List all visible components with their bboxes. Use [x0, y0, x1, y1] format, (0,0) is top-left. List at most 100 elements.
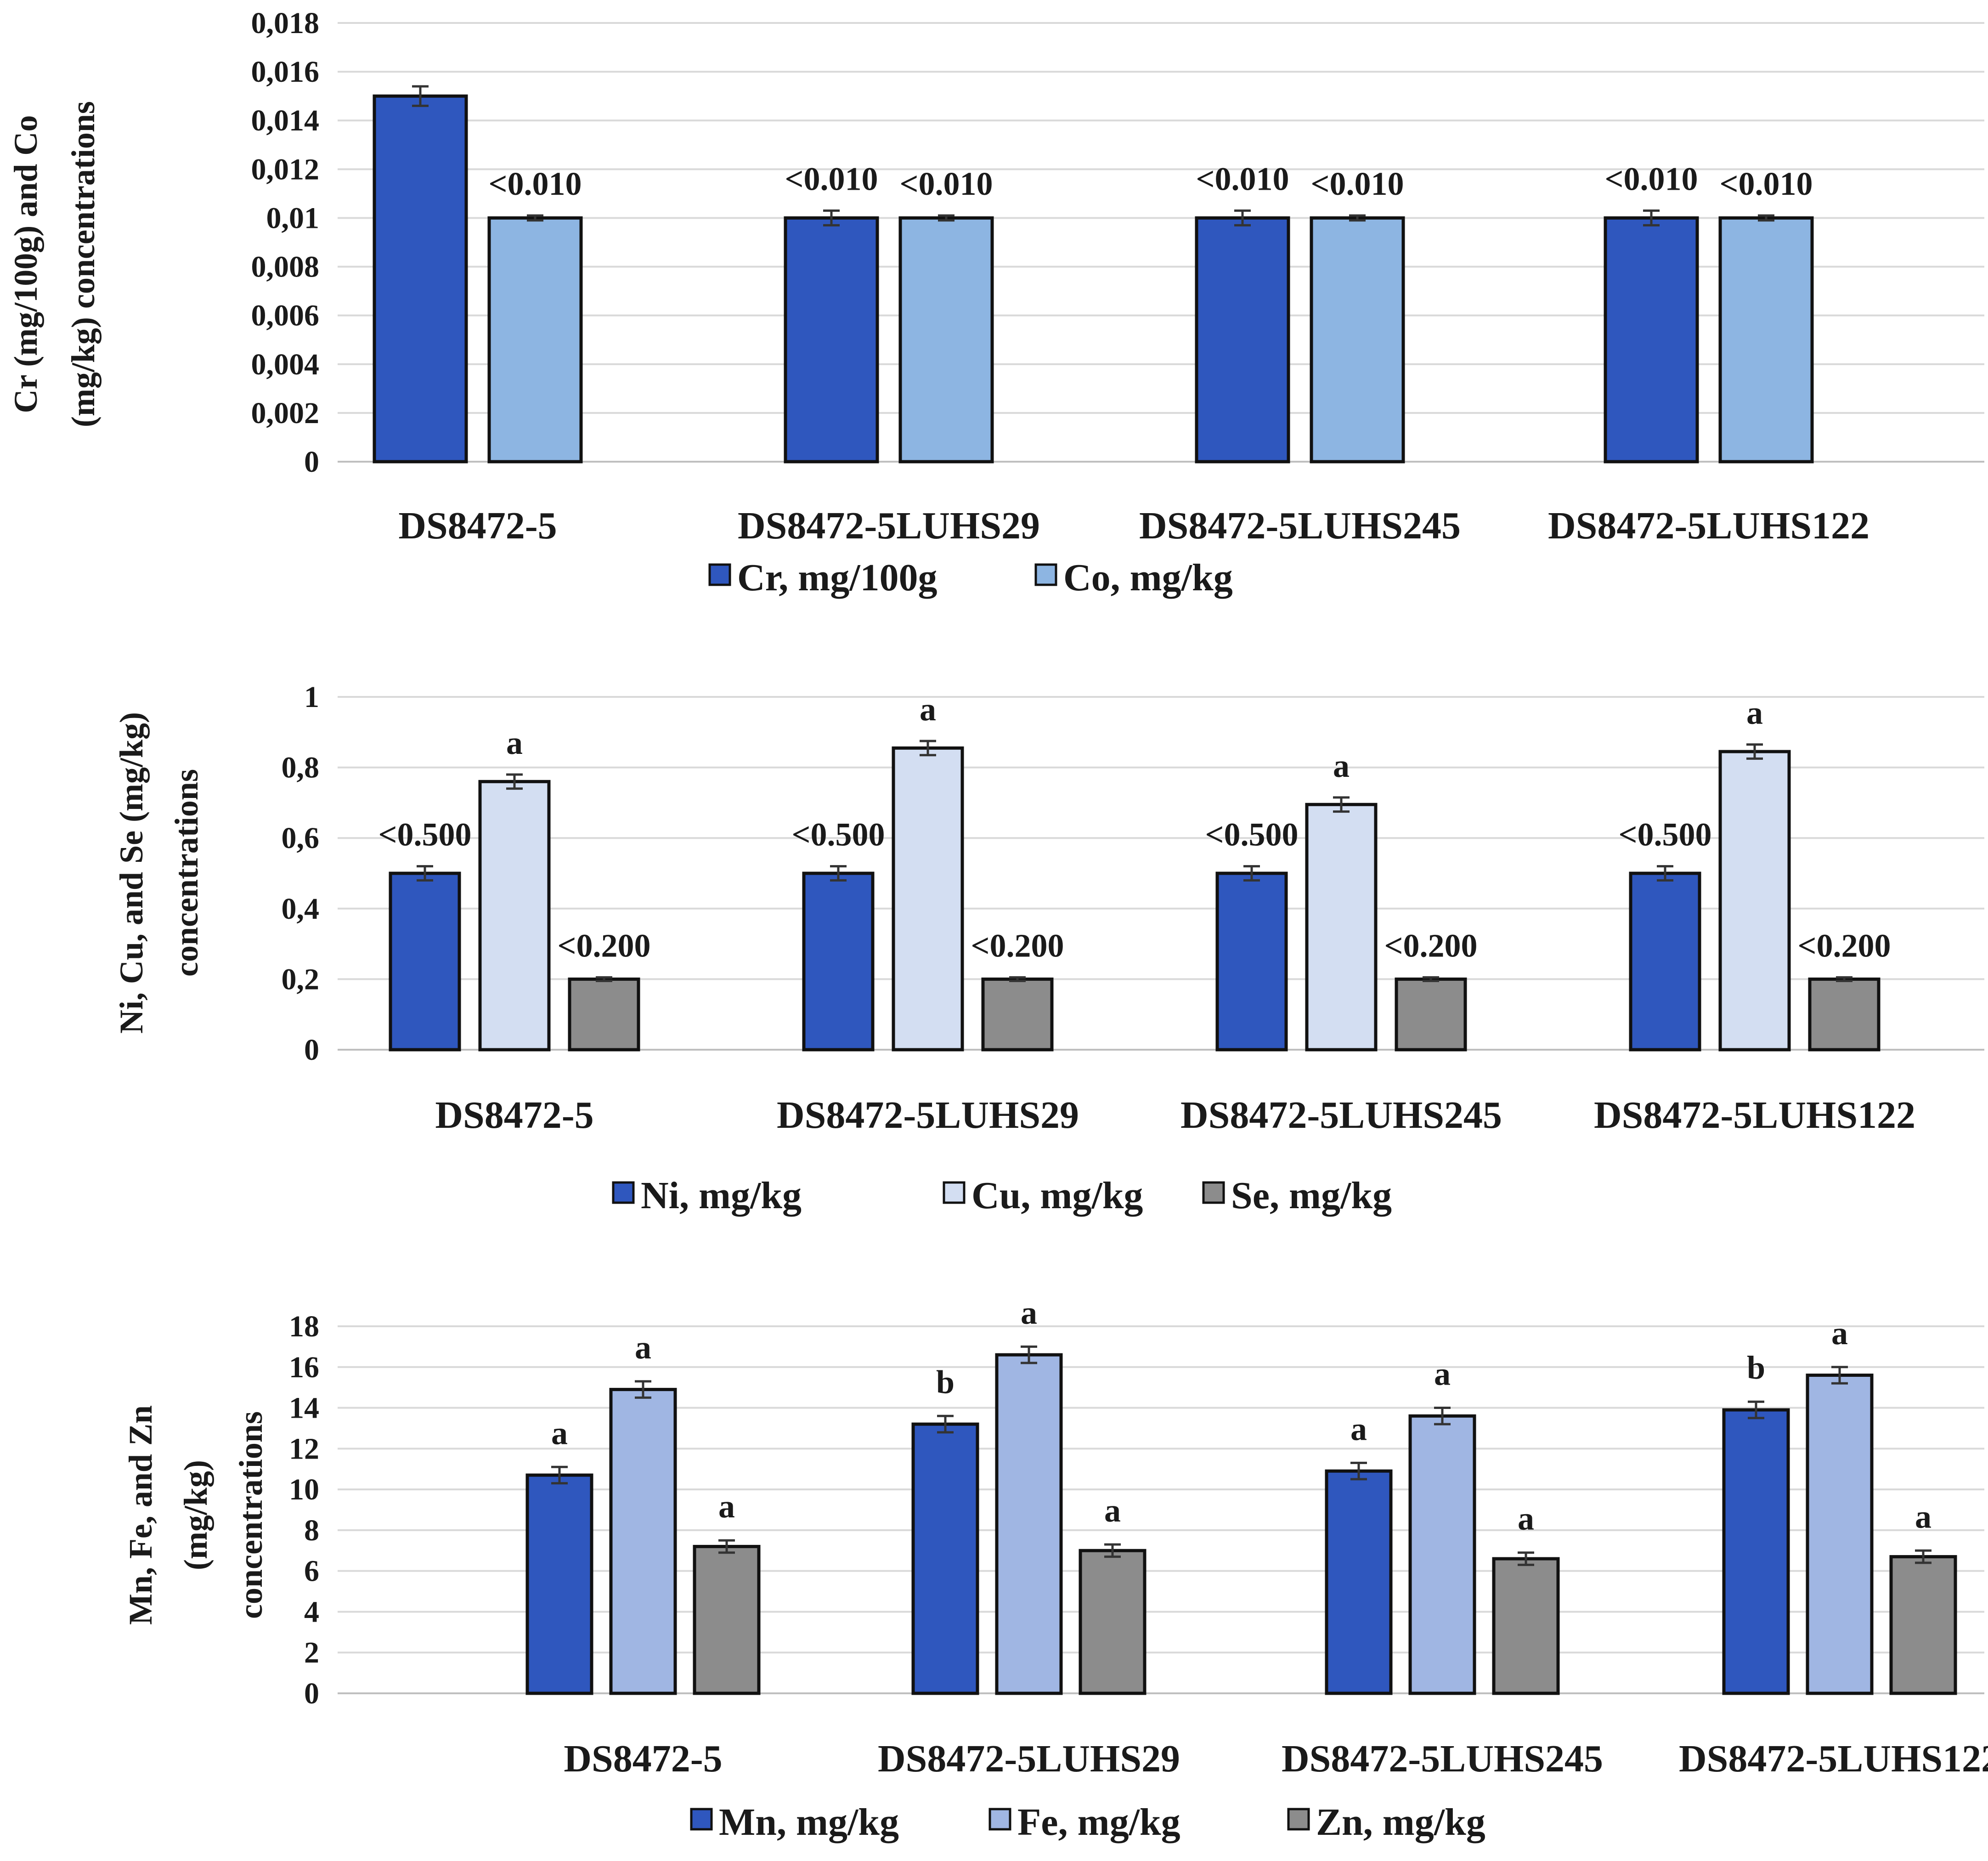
x-tick-label: DS8472-5LUHS245	[1180, 1094, 1502, 1137]
data-label: a	[920, 691, 936, 728]
y-tick-label: 0	[304, 1033, 319, 1067]
legend-swatch	[1287, 1808, 1310, 1831]
data-label: <0.010	[1719, 165, 1813, 202]
y-tick-label: 0,008	[251, 250, 320, 284]
x-tick-label: DS8472-5	[398, 504, 557, 547]
legend-label: Ni, mg/kg	[641, 1174, 802, 1217]
data-label: a	[635, 1329, 651, 1366]
bar	[389, 871, 461, 1052]
data-label: <0.010	[1604, 161, 1698, 198]
legend-label: Co, mg/kg	[1063, 556, 1233, 599]
data-label: a	[1350, 1410, 1367, 1447]
data-label: a	[1518, 1500, 1534, 1537]
bar	[1718, 216, 1814, 464]
x-tick-label: DS8472-5LUHS29	[878, 1737, 1180, 1780]
legend-label: Se, mg/kg	[1231, 1174, 1392, 1217]
legend-swatch	[943, 1181, 966, 1204]
bar	[1408, 1414, 1476, 1695]
y-axis-label: (mg/kg)	[177, 1460, 214, 1570]
y-tick-label: 0,018	[251, 6, 320, 40]
data-label: a	[1434, 1356, 1451, 1392]
data-label: a	[1746, 695, 1763, 731]
data-label: a	[506, 724, 523, 761]
legend-swatch	[690, 1808, 713, 1831]
y-tick-label: 4	[304, 1595, 319, 1629]
bar	[1215, 871, 1288, 1052]
data-label: a	[1333, 747, 1350, 784]
y-tick-label: 0,2	[282, 962, 320, 996]
y-tick-label: 10	[289, 1473, 319, 1506]
y-tick-label: 1	[304, 680, 319, 714]
data-label: a	[1104, 1492, 1121, 1529]
data-label: <0.010	[1196, 161, 1289, 198]
legend-label: Cr, mg/100g	[737, 556, 938, 599]
x-tick-label: DS8472-5LUHS245	[1282, 1737, 1603, 1780]
y-tick-label: 0,002	[251, 396, 320, 430]
y-tick-label: 16	[289, 1351, 319, 1384]
bar	[373, 94, 468, 464]
bar	[1808, 977, 1881, 1052]
y-tick-label: 0,4	[282, 892, 320, 926]
data-label: <0.200	[1384, 928, 1477, 964]
bar	[1629, 871, 1701, 1052]
bar	[1079, 1549, 1146, 1695]
data-label: <0.010	[785, 161, 878, 198]
bar	[478, 780, 551, 1052]
y-tick-label: 6	[304, 1555, 319, 1588]
data-label: <0.500	[1205, 816, 1298, 853]
data-label: a	[551, 1414, 568, 1451]
y-axis-label: Mn, Fe, and Zn	[122, 1405, 159, 1625]
legend-label: Fe, mg/kg	[1017, 1801, 1180, 1844]
y-tick-label: 0,8	[282, 751, 320, 785]
bar	[1305, 803, 1378, 1052]
y-tick-label: 2	[304, 1636, 319, 1669]
y-tick-label: 0,01	[266, 201, 320, 235]
y-tick-label: 0,016	[251, 55, 320, 89]
y-tick-label: 0	[304, 445, 319, 479]
chart-cr-co: 0 0,002 0,004 0,006 0,008 0,01 0,012 0,014 0,016…	[7, 6, 1984, 599]
y-axis-label: (mg/kg) concentrations	[65, 101, 102, 427]
bar	[693, 1544, 761, 1695]
x-tick-label: DS8472-5LUHS245	[1139, 504, 1461, 547]
y-tick-label: 0,004	[251, 348, 320, 381]
y-axis-label: Cr (mg/100g) and Co	[7, 115, 44, 413]
y-tick-label: 8	[304, 1514, 319, 1547]
bar	[1195, 216, 1290, 464]
x-tick-label: DS8472-5LUHS29	[777, 1094, 1079, 1137]
chart-ni-cu-se: 0 0,2 0,4 0,6 0,8 1 Ni, Cu, and Se (mg/kg) conc…	[113, 680, 1984, 1217]
y-axis-label: Ni, Cu, and Se (mg/kg)	[113, 712, 150, 1034]
legend-swatch	[1202, 1181, 1225, 1204]
bar	[1395, 977, 1467, 1052]
x-tick-label: DS8472-5	[435, 1094, 593, 1137]
legend-swatch	[708, 563, 731, 586]
x-tick-label: DS8472-5LUHS122	[1548, 504, 1869, 547]
legend-label: Zn, mg/kg	[1316, 1801, 1485, 1844]
chart-mn-fe-zn: 0 2 4 6 8 10 12 14 16 18 Mn, Fe, and Zn (mg/kg) conc…	[122, 1294, 1988, 1844]
legend-label: Mn, mg/kg	[719, 1801, 899, 1844]
bar	[995, 1353, 1063, 1695]
y-tick-label: 0,014	[251, 104, 320, 137]
bar	[981, 977, 1054, 1052]
data-label: <0.500	[791, 816, 885, 853]
bar	[1889, 1555, 1957, 1695]
y-tick-label: 14	[289, 1392, 319, 1425]
y-tick-label: 18	[289, 1310, 319, 1343]
bar	[898, 216, 994, 464]
x-tick-label: DS8472-5	[564, 1737, 722, 1780]
x-tick-label: DS8472-5LUHS122	[1594, 1094, 1915, 1137]
data-label: <0.010	[488, 165, 582, 202]
bar	[525, 1473, 593, 1695]
bar	[1492, 1557, 1560, 1695]
data-label: <0.200	[971, 928, 1064, 964]
y-axis-label: concentrations	[232, 1411, 269, 1619]
y-tick-label: 0,006	[251, 299, 320, 333]
data-label: a	[1831, 1315, 1848, 1352]
bar	[1604, 216, 1699, 464]
bar	[568, 977, 640, 1052]
legend-swatch	[1034, 563, 1057, 586]
data-label: <0.200	[557, 928, 650, 964]
bar	[892, 746, 964, 1052]
bar	[1325, 1469, 1393, 1695]
legend-swatch	[988, 1808, 1011, 1831]
